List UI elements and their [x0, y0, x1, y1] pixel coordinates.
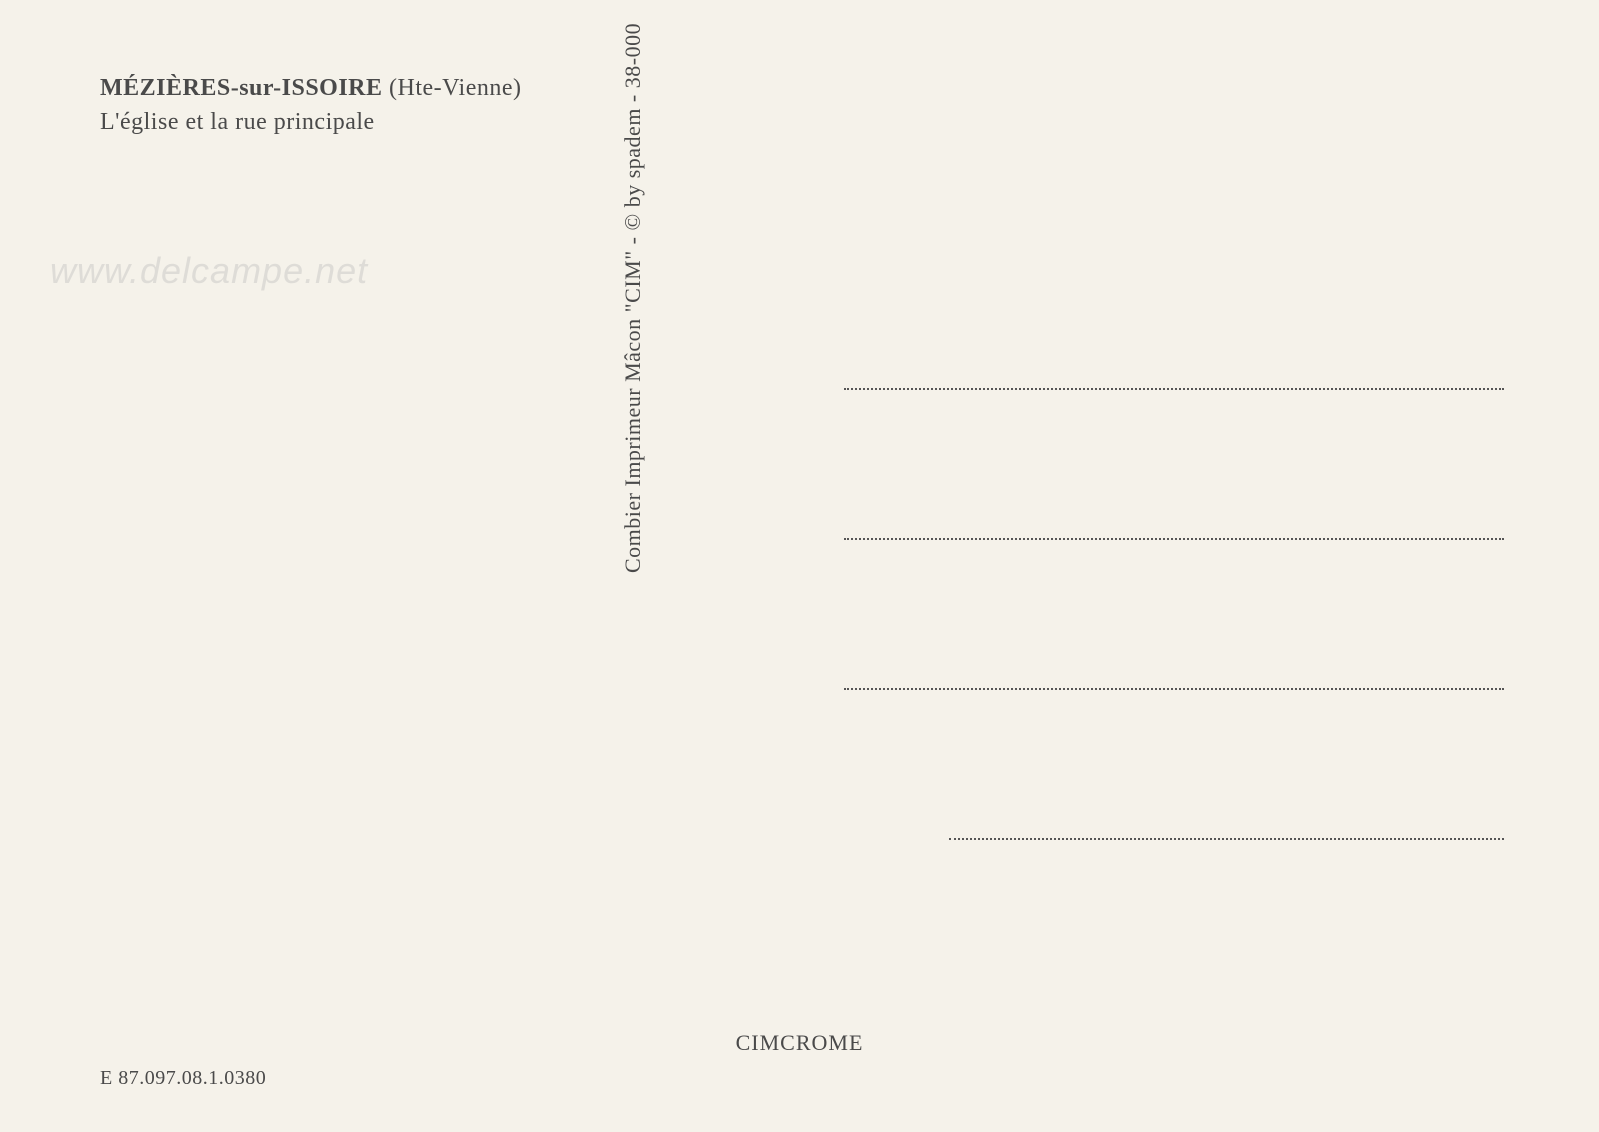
location-title: MÉZIÈRES-sur-ISSOIRE (Hte-Vienne)	[100, 72, 522, 106]
location-name: MÉZIÈRES-sur-ISSOIRE	[100, 75, 383, 101]
reference-code: E 87.097.08.1.0380	[100, 1067, 266, 1090]
address-area	[844, 388, 1504, 840]
process-name: CIMCROME	[736, 1030, 864, 1056]
publisher-credit: Combier Imprimeur Mâcon "CIM" - © by spa…	[620, 23, 646, 573]
address-line-4	[949, 838, 1504, 840]
header-block: MÉZIÈRES-sur-ISSOIRE (Hte-Vienne) L'égli…	[100, 72, 522, 139]
address-line-1	[844, 388, 1504, 390]
address-line-2	[844, 538, 1504, 540]
region-label: (Hte-Vienne)	[389, 75, 522, 101]
location-description: L'église et la rue principale	[100, 106, 522, 140]
address-line-3	[844, 688, 1504, 690]
watermark-text: www.delcampe.net	[50, 250, 368, 292]
postcard-back: MÉZIÈRES-sur-ISSOIRE (Hte-Vienne) L'égli…	[0, 0, 1599, 1132]
